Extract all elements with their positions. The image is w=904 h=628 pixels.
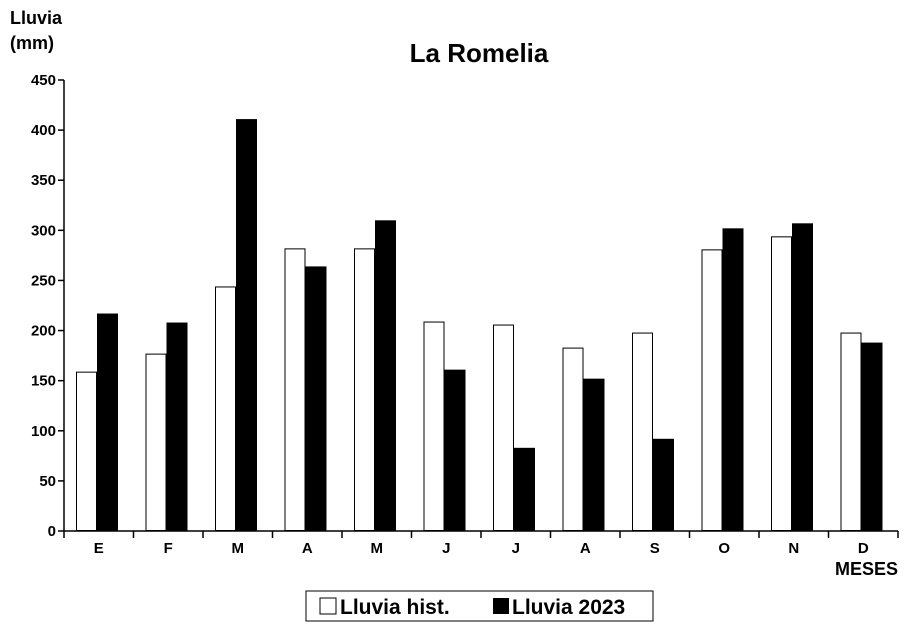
- bar-2023-8: [653, 438, 674, 532]
- x-tick-label-8: S: [650, 540, 660, 557]
- bar-hist-6: [493, 324, 514, 532]
- bar-hist-8: [632, 332, 653, 531]
- x-tick-label-9: O: [718, 540, 730, 557]
- bar-2023-4: [375, 220, 396, 532]
- y-tick-label-4: 200: [31, 323, 56, 340]
- legend: Lluvia hist. Lluvia 2023: [305, 590, 654, 622]
- x-tick-label-3: A: [302, 540, 313, 557]
- bar-2023-5: [444, 369, 466, 531]
- y-tick-label-0: 0: [48, 523, 56, 540]
- x-tick-label-11: D: [858, 540, 869, 557]
- y-tick-label-8: 400: [31, 122, 56, 139]
- bar-hist-7: [562, 347, 584, 531]
- x-tick-label-5: J: [442, 540, 450, 557]
- y-tick-label-5: 250: [31, 272, 56, 289]
- bar-hist-1: [145, 353, 167, 531]
- y-tick-label-9: 450: [31, 72, 56, 89]
- bar-hist-3: [284, 248, 306, 532]
- legend-label-2023: Lluvia 2023: [512, 596, 625, 619]
- bar-2023-10: [792, 223, 813, 531]
- bar-2023-7: [583, 378, 605, 532]
- bar-2023-2: [236, 119, 257, 531]
- bar-2023-6: [514, 447, 535, 531]
- bar-2023-11: [861, 342, 883, 531]
- legend-swatch-hist: [319, 597, 337, 615]
- legend-swatch-2023: [493, 598, 509, 614]
- y-tick-label-2: 100: [31, 423, 56, 440]
- bar-hist-9: [701, 249, 723, 531]
- bar-hist-0: [76, 371, 97, 531]
- bar-hist-2: [215, 286, 236, 531]
- bar-2023-9: [722, 228, 744, 531]
- x-axis-label: MESES: [835, 559, 898, 579]
- y-tick-label-1: 50: [39, 473, 56, 490]
- y-axis-label-line2: (mm): [10, 33, 54, 53]
- y-tick-label-3: 150: [31, 373, 56, 390]
- x-tick-label-7: A: [580, 540, 591, 557]
- bar-hist-5: [423, 321, 445, 531]
- x-tick-label-4: M: [371, 540, 384, 557]
- plot-area: 0 50 100 150 200 250 300 350 400 450 E F M A M J J A S O N D: [31, 72, 899, 557]
- legend-label-hist: Lluvia hist.: [340, 596, 450, 619]
- bar-hist-4: [354, 248, 375, 532]
- bar-hist-11: [840, 332, 862, 531]
- x-tick-label-2: M: [232, 540, 245, 557]
- y-axis-label-line1: Lluvia: [10, 8, 63, 28]
- bar-hist-10: [771, 236, 792, 531]
- x-tick-label-1: F: [164, 540, 173, 557]
- y-tick-label-7: 350: [31, 172, 56, 189]
- x-tick-label-10: N: [788, 540, 799, 557]
- bar-2023-3: [305, 266, 327, 531]
- x-tick-label-6: J: [512, 540, 520, 557]
- legend-box: [305, 590, 654, 622]
- y-tick-label-6: 300: [31, 222, 56, 239]
- bar-2023-1: [166, 322, 188, 531]
- bar-2023-0: [97, 313, 118, 532]
- x-tick-label-0: E: [94, 540, 104, 557]
- chart-title: La Romelia: [410, 38, 549, 68]
